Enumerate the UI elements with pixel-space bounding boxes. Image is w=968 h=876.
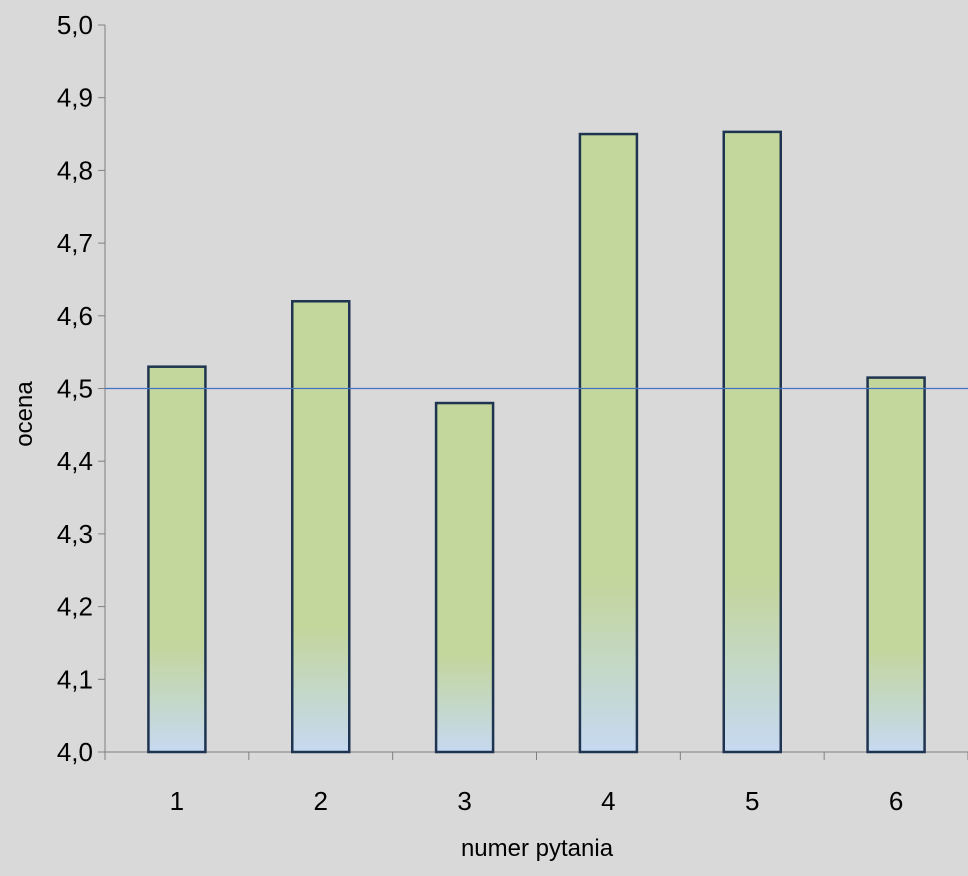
bar (147, 365, 207, 754)
x-tick-label: 3 (457, 786, 471, 816)
y-axis-title: ocena (11, 381, 38, 447)
x-tick-label: 2 (314, 786, 328, 816)
bar (578, 132, 639, 754)
bars (147, 130, 926, 754)
y-tick-label: 4,9 (57, 83, 93, 113)
y-tick-label: 4,6 (57, 301, 93, 331)
x-tick-label: 6 (889, 786, 903, 816)
bar (722, 130, 782, 754)
bar (291, 300, 351, 754)
x-tick-label: 1 (170, 786, 184, 816)
y-axis: 4,0 4,1 4,2 4,3 4,4 4,5 4,6 4,7 4,8 4,9 5,0 (57, 10, 106, 767)
y-tick-label: 4,0 (57, 737, 93, 767)
x-axis-title: numer pytania (461, 835, 614, 862)
y-tick-label: 4,8 (57, 155, 93, 185)
y-tick-label: 4,1 (57, 664, 93, 694)
y-tick-label: 4,4 (57, 446, 93, 476)
y-tick-label: 4,7 (57, 228, 93, 258)
x-tick-label: 4 (601, 786, 615, 816)
y-tick-label: 4,2 (57, 592, 93, 622)
bar (434, 401, 495, 754)
x-tick-label: 5 (745, 786, 759, 816)
x-axis: 1 2 3 4 5 6 (104, 751, 968, 816)
y-tick-label: 4,5 (57, 374, 93, 404)
y-tick-label: 4,3 (57, 519, 93, 549)
bar (866, 376, 926, 754)
y-tick-label: 5,0 (57, 10, 93, 40)
